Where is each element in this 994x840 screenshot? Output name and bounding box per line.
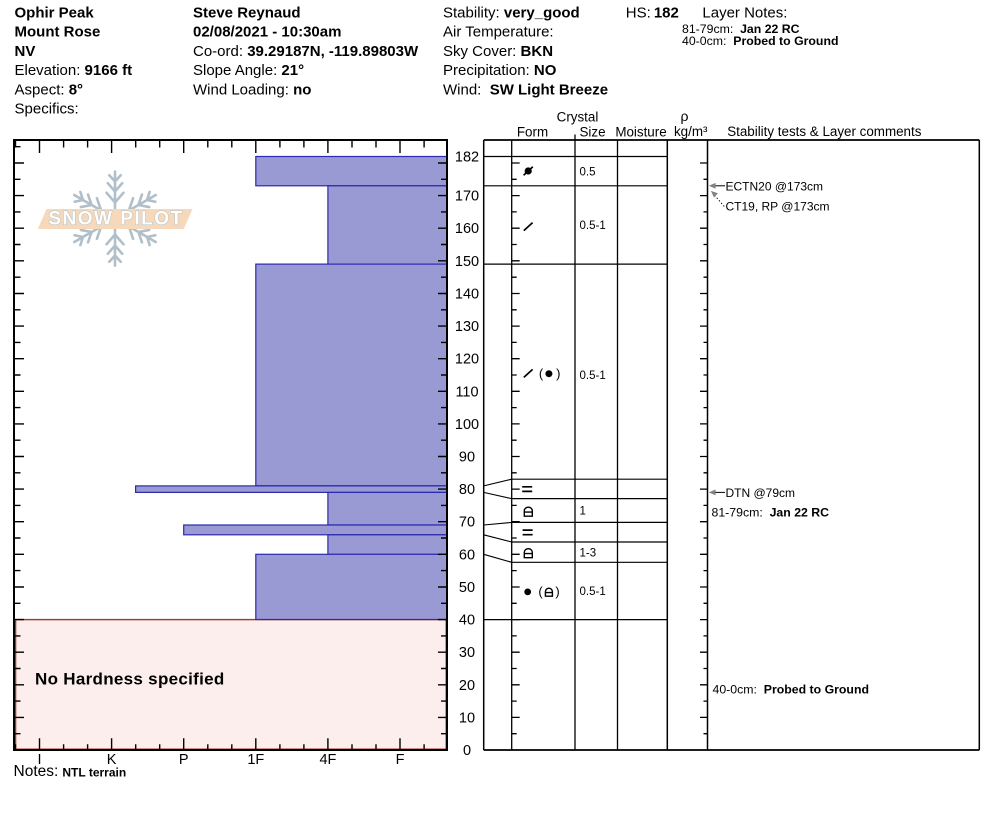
- svg-text:1-3: 1-3: [580, 547, 597, 559]
- svg-text:60: 60: [459, 547, 475, 563]
- svg-text:ρ: ρ: [681, 108, 689, 124]
- svg-text:Wind Loading: no: Wind Loading: no: [193, 81, 311, 98]
- svg-text:Layer Notes:: Layer Notes:: [702, 5, 787, 22]
- svg-text:4F: 4F: [319, 752, 336, 768]
- svg-text:(: (: [539, 366, 544, 381]
- svg-text:P: P: [179, 752, 189, 768]
- svg-text:Size: Size: [579, 125, 605, 140]
- svg-text:Elevation: 9166 ft: Elevation: 9166 ft: [15, 62, 133, 79]
- svg-text:80: 80: [459, 482, 475, 498]
- svg-text:Mount Rose: Mount Rose: [15, 24, 101, 41]
- svg-text:20: 20: [459, 678, 475, 694]
- svg-text:40-0cm: Probed to Ground: 40-0cm: Probed to Ground: [713, 683, 869, 697]
- svg-text:Co-ord: 39.29187N, -119.89803W: Co-ord: 39.29187N, -119.89803W: [193, 43, 419, 60]
- svg-text:ECTN20 @173cm: ECTN20 @173cm: [726, 180, 824, 194]
- svg-text:40-0cm: Probed to Ground: 40-0cm: Probed to Ground: [682, 34, 838, 48]
- svg-text:81-79cm: Jan 22 RC: 81-79cm: Jan 22 RC: [682, 22, 800, 36]
- svg-text:10: 10: [459, 710, 475, 726]
- svg-text:): ): [555, 584, 559, 599]
- svg-text:Stability tests & Layer commen: Stability tests & Layer comments: [727, 124, 922, 139]
- svg-text:0.5-1: 0.5-1: [580, 586, 606, 598]
- svg-text:0.5: 0.5: [580, 166, 596, 178]
- svg-text:I: I: [37, 752, 41, 768]
- svg-text:90: 90: [459, 450, 475, 466]
- svg-text:Ophir Peak: Ophir Peak: [15, 5, 95, 22]
- svg-text:Steve Reynaud: Steve Reynaud: [193, 5, 301, 22]
- svg-text:kg/m³: kg/m³: [674, 124, 708, 139]
- svg-text:110: 110: [455, 384, 478, 400]
- svg-text:Slope Angle: 21°: Slope Angle: 21°: [193, 62, 304, 79]
- svg-text:Specifics:: Specifics:: [15, 101, 79, 118]
- svg-text:Precipitation: NO: Precipitation: NO: [443, 62, 557, 79]
- svg-text:0.5-1: 0.5-1: [580, 220, 606, 232]
- svg-text:SNOW PILOT: SNOW PILOT: [48, 209, 183, 230]
- svg-text:100: 100: [455, 417, 479, 433]
- svg-text:Sky Cover: BKN: Sky Cover: BKN: [443, 43, 553, 60]
- svg-text:No Hardness specified: No Hardness specified: [35, 670, 225, 689]
- svg-text:(: (: [538, 584, 543, 599]
- svg-text:Stability: very_good: Stability: very_good: [443, 5, 580, 22]
- svg-text:150: 150: [455, 254, 479, 270]
- svg-text:30: 30: [459, 645, 475, 661]
- svg-text:HS: 182: HS: 182: [626, 5, 679, 22]
- svg-text:CT19, RP @173cm: CT19, RP @173cm: [726, 200, 830, 214]
- svg-text:160: 160: [455, 221, 479, 237]
- svg-text:182: 182: [455, 150, 479, 166]
- svg-text:NTL terrain: NTL terrain: [62, 766, 126, 780]
- svg-text:Aspect: 8°: Aspect: 8°: [15, 81, 84, 98]
- svg-text:Moisture: Moisture: [615, 125, 666, 140]
- svg-text:Crystal: Crystal: [557, 110, 599, 125]
- svg-text:NV: NV: [15, 43, 36, 60]
- svg-text:130: 130: [455, 319, 479, 335]
- svg-text:Form: Form: [517, 125, 548, 140]
- svg-text:50: 50: [459, 580, 475, 596]
- svg-text:F: F: [396, 752, 405, 768]
- svg-text:1F: 1F: [247, 752, 264, 768]
- svg-text:Wind: SW Light Breeze: Wind: SW Light Breeze: [443, 81, 608, 98]
- svg-text:1: 1: [580, 506, 586, 518]
- svg-text:): ): [556, 366, 560, 381]
- svg-text:DTN @79cm: DTN @79cm: [726, 486, 796, 500]
- svg-text:02/08/2021 - 10:30am: 02/08/2021 - 10:30am: [193, 24, 341, 41]
- svg-text:Air Temperature:: Air Temperature:: [443, 24, 554, 41]
- svg-text:0.5-1: 0.5-1: [580, 370, 606, 382]
- svg-text:81-79cm: Jan 22 RC: 81-79cm: Jan 22 RC: [712, 506, 830, 520]
- svg-text:40: 40: [459, 613, 475, 629]
- svg-text:K: K: [107, 752, 117, 768]
- svg-text:Notes:: Notes:: [14, 763, 59, 780]
- svg-text:170: 170: [455, 189, 479, 205]
- svg-text:0: 0: [463, 743, 471, 759]
- svg-text:70: 70: [459, 515, 475, 531]
- svg-text:120: 120: [455, 352, 479, 368]
- svg-text:140: 140: [455, 287, 479, 303]
